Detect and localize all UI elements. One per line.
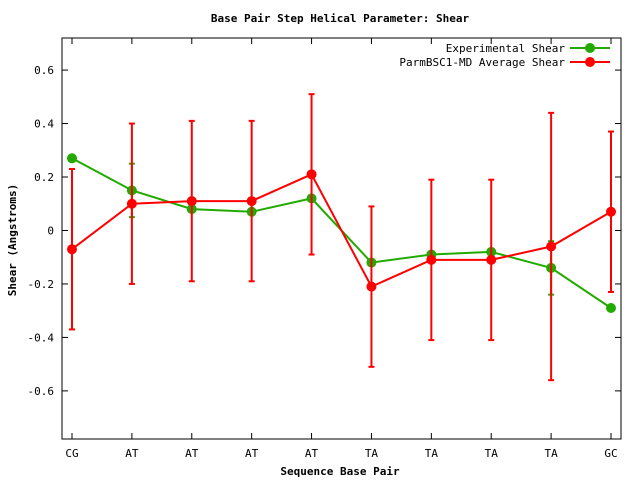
x-tick-label: AT <box>245 447 259 460</box>
x-tick-label: TA <box>544 447 558 460</box>
y-tick-label: 0.6 <box>34 64 54 77</box>
data-point <box>606 206 616 217</box>
data-point <box>546 241 557 252</box>
series-1 <box>67 93 616 382</box>
data-point <box>606 303 616 314</box>
data-point <box>67 244 77 255</box>
y-tick-label: -0.6 <box>28 385 55 398</box>
x-tick-label: AT <box>185 447 199 460</box>
series-line <box>71 173 612 288</box>
data-point <box>366 281 377 292</box>
data-point <box>67 153 77 164</box>
x-tick-label: CG <box>65 447 78 460</box>
data-point <box>426 254 437 265</box>
x-tick-label: TA <box>485 447 499 460</box>
x-tick-label: TA <box>365 447 379 460</box>
x-tick-label: TA <box>425 447 439 460</box>
data-point <box>186 196 197 207</box>
x-tick-label: AT <box>305 447 319 460</box>
y-tick-label: -0.4 <box>28 331 55 344</box>
data-point <box>126 198 137 209</box>
y-axis-label: Shear (Angstroms) <box>6 184 19 297</box>
data-point <box>486 254 497 265</box>
data-point <box>306 169 317 180</box>
plot-frame <box>61 37 622 440</box>
y-tick-label: 0.4 <box>34 118 54 131</box>
plot-area: -0.6 -0.4 -0.2 0 0.2 0.4 0.6 CG AT AT AT AT TA TA TA TA… <box>28 37 622 460</box>
legend-label: Experimental Shear <box>446 42 566 55</box>
legend-label: ParmBSC1-MD Average Shear <box>399 56 565 69</box>
y-tick-label: 0 <box>47 224 54 237</box>
x-tick-label: GC <box>604 447 617 460</box>
series-line <box>71 157 612 309</box>
legend-marker <box>585 57 595 67</box>
series-0 <box>67 153 616 314</box>
y-tick-label: -0.2 <box>28 278 55 291</box>
legend-marker <box>585 43 595 53</box>
x-tick-label: AT <box>125 447 139 460</box>
chart-title: Base Pair Step Helical Parameter: Shear <box>211 12 470 25</box>
x-axis-label: Sequence Base Pair <box>280 465 400 478</box>
data-point <box>246 196 257 207</box>
y-tick-label: 0.2 <box>34 171 54 184</box>
